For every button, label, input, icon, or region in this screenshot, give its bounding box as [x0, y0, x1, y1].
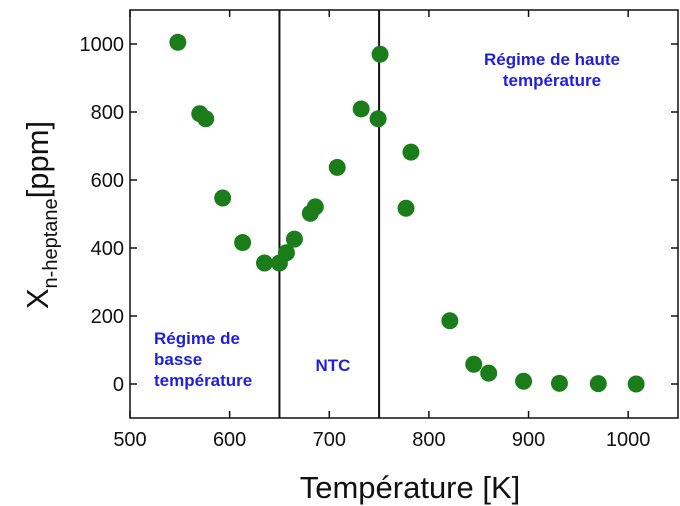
- y-axis-title-unit: [ppm]: [20, 121, 55, 199]
- data-point: [371, 45, 389, 63]
- y-axis-title-main: X: [20, 288, 55, 309]
- y-axis-title-subscript: n-heptane: [40, 198, 62, 288]
- region-annotation-line: Régime de: [154, 329, 240, 348]
- y-tick-label: 400: [91, 238, 124, 260]
- region-annotation: Régime de haute température: [484, 50, 620, 90]
- region-annotation: Régime de basse température: [154, 329, 252, 390]
- data-point: [328, 158, 346, 176]
- data-point: [515, 372, 533, 390]
- data-point: [306, 198, 324, 216]
- region-annotation-line: température: [154, 371, 252, 390]
- data-point: [197, 110, 215, 128]
- data-point: [627, 375, 645, 393]
- region-annotation-line: basse: [154, 350, 202, 369]
- data-point: [285, 230, 303, 248]
- x-tick-label: 500: [113, 429, 146, 451]
- data-point: [550, 374, 568, 392]
- data-point: [277, 244, 295, 262]
- data-point: [397, 199, 415, 217]
- x-axis-title: Température [K]: [300, 470, 521, 505]
- y-tick-label: 200: [91, 306, 124, 328]
- data-point: [352, 100, 370, 118]
- region-annotation: NTC: [316, 356, 351, 375]
- data-point: [402, 143, 420, 161]
- x-tick-label: 900: [512, 429, 545, 451]
- y-tick-label: 600: [91, 170, 124, 192]
- data-point: [169, 33, 187, 51]
- region-dividers: [278, 10, 381, 418]
- y-tick-label: 1000: [80, 34, 125, 56]
- x-tick-label: 800: [412, 429, 445, 451]
- data-point: [369, 110, 387, 128]
- data-point: [441, 312, 459, 330]
- data-point: [256, 254, 274, 272]
- x-tick-label: 700: [313, 429, 346, 451]
- x-tick-label: 1000: [606, 429, 651, 451]
- data-point: [589, 375, 607, 393]
- x-tick-label: 600: [213, 429, 246, 451]
- data-point: [480, 364, 498, 382]
- region-annotation-line: température: [503, 71, 601, 90]
- svg-text:Xn-heptane[ppm]: Xn-heptane[ppm]: [20, 121, 62, 309]
- data-point: [234, 234, 252, 252]
- y-axis-title: Xn-heptane[ppm]: [20, 121, 62, 309]
- region-annotations: Régime de basse température NTC Régime de ha…: [154, 50, 620, 390]
- y-tick-label: 800: [91, 102, 124, 124]
- data-point: [465, 355, 483, 373]
- data-point: [214, 189, 232, 207]
- axis-ticks: 500 600 700 800 900 1000 0 200 400 600 800 1000: [80, 10, 678, 451]
- region-annotation-line: Régime de haute: [484, 50, 620, 69]
- data-points: [169, 33, 645, 393]
- y-tick-label: 0: [113, 374, 124, 396]
- region-annotation-line: NTC: [316, 356, 351, 375]
- plot-frame: [129, 9, 679, 419]
